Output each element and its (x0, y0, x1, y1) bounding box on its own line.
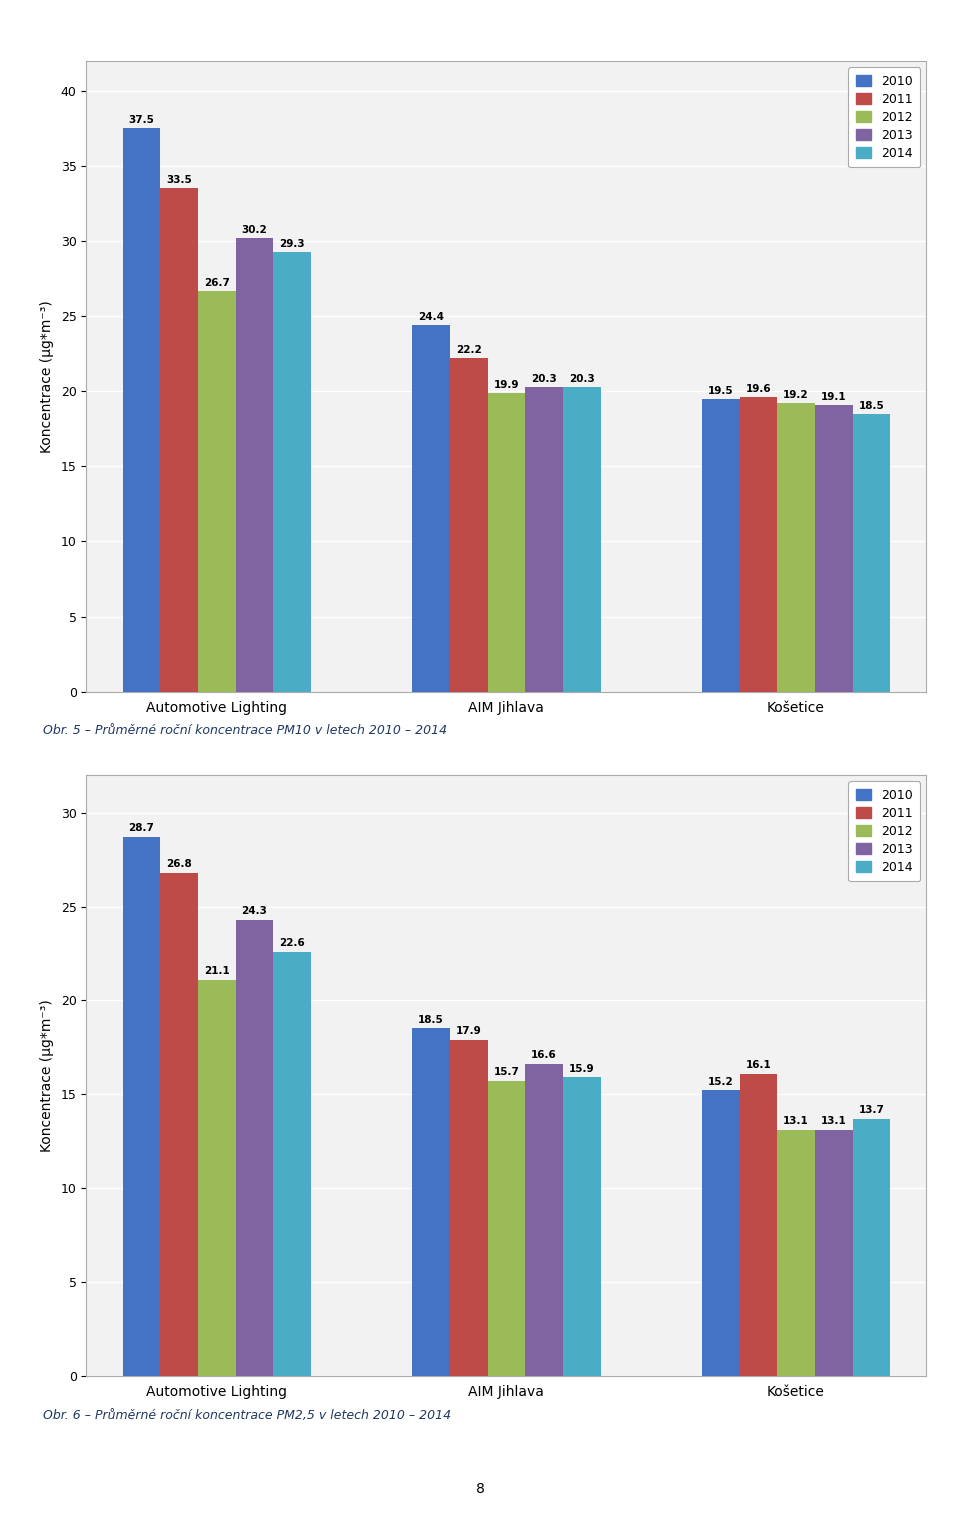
Text: 19.1: 19.1 (821, 392, 847, 401)
Bar (739, 1073, 778, 1376)
Bar (235, 920, 274, 1376)
Bar (525, 386, 563, 692)
Text: 29.3: 29.3 (279, 239, 305, 249)
Bar (450, 1040, 488, 1376)
Text: 28.7: 28.7 (129, 824, 155, 833)
Bar (852, 413, 890, 692)
Text: 19.9: 19.9 (493, 380, 519, 389)
Bar (160, 872, 198, 1376)
Text: 26.8: 26.8 (166, 859, 192, 869)
Text: 18.5: 18.5 (419, 1015, 444, 1024)
Bar (852, 1119, 890, 1376)
Text: 33.5: 33.5 (166, 175, 192, 185)
Bar (123, 838, 160, 1376)
Bar (450, 359, 488, 692)
Bar (274, 251, 311, 692)
Text: 13.7: 13.7 (858, 1105, 884, 1114)
Text: 24.3: 24.3 (242, 906, 267, 917)
Y-axis label: Koncentrace (μg*m⁻³): Koncentrace (μg*m⁻³) (40, 999, 54, 1152)
Bar (488, 1081, 525, 1376)
Y-axis label: Koncentrace (μg*m⁻³): Koncentrace (μg*m⁻³) (40, 299, 54, 453)
Bar (160, 188, 198, 692)
Text: 17.9: 17.9 (456, 1026, 482, 1037)
Text: 19.2: 19.2 (783, 391, 809, 400)
Text: 15.2: 15.2 (708, 1076, 733, 1087)
Bar (815, 1129, 852, 1376)
Bar (412, 1029, 450, 1376)
Bar (778, 403, 815, 692)
Text: 20.3: 20.3 (531, 374, 557, 383)
Text: 20.3: 20.3 (569, 374, 594, 383)
Bar (739, 397, 778, 692)
Legend: 2010, 2011, 2012, 2013, 2014: 2010, 2011, 2012, 2013, 2014 (849, 67, 920, 167)
Text: Obr. 5 – Průměrné roční koncentrace PM10 v letech 2010 – 2014: Obr. 5 – Průměrné roční koncentrace PM10… (43, 724, 447, 737)
Bar (235, 239, 274, 692)
Text: 19.6: 19.6 (746, 385, 771, 394)
Text: 13.1: 13.1 (821, 1116, 847, 1126)
Text: 19.5: 19.5 (708, 386, 733, 395)
Text: 15.7: 15.7 (493, 1067, 519, 1078)
Text: 16.6: 16.6 (531, 1050, 557, 1061)
Text: 37.5: 37.5 (129, 116, 155, 125)
Bar (778, 1129, 815, 1376)
Bar (525, 1064, 563, 1376)
Bar (702, 398, 739, 692)
Bar (274, 952, 311, 1376)
Text: 21.1: 21.1 (204, 965, 229, 976)
Bar (563, 1078, 601, 1376)
Text: 18.5: 18.5 (858, 401, 884, 410)
Text: Obr. 6 – Průměrné roční koncentrace PM2,5 v letech 2010 – 2014: Obr. 6 – Průměrné roční koncentrace PM2,… (43, 1409, 451, 1423)
Text: 8: 8 (475, 1482, 485, 1496)
Bar (198, 290, 235, 692)
Bar (488, 392, 525, 692)
Text: 16.1: 16.1 (746, 1059, 771, 1070)
Text: 22.2: 22.2 (456, 345, 482, 356)
Bar (702, 1090, 739, 1376)
Text: 24.4: 24.4 (419, 312, 444, 322)
Bar (412, 325, 450, 692)
Legend: 2010, 2011, 2012, 2013, 2014: 2010, 2011, 2012, 2013, 2014 (849, 781, 920, 882)
Text: 13.1: 13.1 (783, 1116, 809, 1126)
Text: 22.6: 22.6 (279, 938, 305, 948)
Text: 15.9: 15.9 (569, 1064, 594, 1073)
Bar (198, 980, 235, 1376)
Bar (815, 404, 852, 692)
Text: 26.7: 26.7 (204, 278, 229, 287)
Text: 30.2: 30.2 (242, 225, 267, 236)
Bar (563, 386, 601, 692)
Bar (123, 128, 160, 692)
